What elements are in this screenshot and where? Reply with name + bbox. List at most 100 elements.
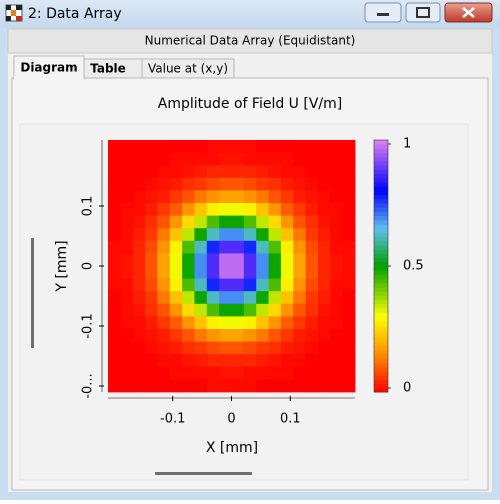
heatmap-cell: [342, 303, 356, 317]
heatmap-cell: [182, 203, 195, 216]
heatmap-cell: [305, 354, 319, 368]
heatmap-cell: [120, 316, 134, 330]
heatmap-cell: [305, 240, 319, 254]
heatmap-cell: [231, 291, 245, 305]
heatmap-cell: [280, 291, 294, 305]
heatmap-cell: [145, 190, 158, 204]
heatmap-cell: [219, 266, 232, 279]
app-icon: [5, 4, 23, 22]
colorbar-segment: [374, 169, 388, 175]
subtitle-bar: [7, 28, 493, 54]
heatmap-cell: [342, 240, 356, 254]
colorbar-segment: [374, 354, 388, 359]
heatmap-cell: [293, 379, 306, 393]
heatmap-cell: [132, 152, 146, 166]
scroll-indicator[interactable]: [31, 238, 34, 348]
heatmap-cell: [231, 203, 245, 216]
colorbar-segment: [374, 203, 388, 208]
heatmap-cell: [169, 366, 183, 380]
colorbar-segment: [374, 253, 388, 259]
heatmap-cell: [293, 253, 306, 267]
x-tick-label: -0.1: [160, 412, 185, 427]
heatmap-cell: [317, 366, 331, 380]
heatmap-cell: [132, 228, 146, 242]
heatmap-cell: [157, 203, 171, 216]
heatmap-cell: [206, 215, 220, 229]
heatmap-cell: [157, 316, 171, 330]
heatmap-cell: [219, 278, 232, 292]
heatmap-cell: [194, 341, 208, 355]
heatmap-cell: [120, 291, 134, 305]
heatmap-cell: [305, 278, 319, 292]
heatmap-cell: [317, 303, 331, 317]
heatmap-cell: [268, 152, 282, 166]
heatmap-cell: [256, 303, 269, 317]
heatmap-cell: [305, 379, 319, 393]
scroll-indicator[interactable]: [155, 472, 252, 475]
heatmap-cell: [206, 203, 220, 216]
heatmap-cell: [268, 379, 282, 393]
tab-joint: [14, 76, 84, 80]
heatmap-cell: [305, 341, 319, 355]
heatmap-cell: [108, 140, 121, 153]
heatmap-cell: [219, 203, 232, 216]
colorbar-segment: [374, 287, 388, 292]
colorbar-segment: [374, 316, 388, 322]
heatmap-cell: [280, 316, 294, 330]
heatmap-cell: [256, 266, 269, 279]
heatmap-cell: [219, 190, 232, 204]
heatmap-cell: [157, 379, 171, 393]
heatmap-cell: [342, 152, 356, 166]
heatmap-cell: [194, 303, 208, 317]
heatmap-cell: [231, 354, 245, 368]
heatmap-cell: [120, 253, 134, 267]
window-title: 2: Data Array: [28, 6, 122, 22]
heatmap-cell: [182, 354, 195, 368]
heatmap-cell: [157, 341, 171, 355]
heatmap-cell: [293, 329, 306, 342]
heatmap-cell: [330, 228, 344, 242]
heatmap-cell: [169, 253, 183, 267]
heatmap-cell: [194, 316, 208, 330]
heatmap-cell: [157, 240, 171, 254]
colorbar-segment: [374, 383, 388, 389]
heatmap-cell: [120, 215, 134, 229]
heatmap-cell: [169, 303, 183, 317]
heatmap-cell: [132, 140, 146, 153]
maximize-button[interactable]: [405, 2, 441, 23]
heatmap-cell: [317, 240, 331, 254]
colorbar-segment: [374, 291, 388, 296]
heatmap-cell: [169, 291, 183, 305]
heatmap-cell: [243, 266, 257, 279]
heatmap-cell: [231, 240, 245, 254]
heatmap-cell: [280, 203, 294, 216]
colorbar-segment: [374, 140, 388, 145]
heatmap-cell: [157, 152, 171, 166]
heatmap-cell: [206, 379, 220, 393]
heatmap-cell: [243, 379, 257, 393]
heatmap-cell: [280, 140, 294, 153]
colorbar-segment: [374, 362, 388, 368]
tab-label: Value at (x,y): [148, 62, 228, 76]
heatmap-cell: [280, 366, 294, 380]
heatmap-cell: [330, 303, 344, 317]
heatmap-cell: [243, 341, 257, 355]
heatmap-cell: [108, 354, 121, 368]
heatmap-cell: [317, 354, 331, 368]
colorbar-segment: [374, 190, 388, 196]
colorbar-tick-label: 1: [403, 137, 411, 152]
tab[interactable]: [141, 58, 235, 79]
heatmap-cell: [342, 177, 356, 191]
heatmap-cell: [120, 303, 134, 317]
heatmap-cell: [182, 240, 195, 254]
heatmap-cell: [293, 165, 306, 179]
minimize-button[interactable]: [364, 2, 402, 23]
heatmap-cell: [293, 316, 306, 330]
heatmap-cell: [145, 379, 158, 393]
x-tick-label: 0.1: [280, 412, 301, 427]
heatmap-cell: [219, 303, 232, 317]
colorbar-segment: [374, 245, 388, 250]
heatmap-cell: [219, 366, 232, 380]
minimize-icon: [377, 13, 389, 16]
heatmap-cell: [280, 341, 294, 355]
